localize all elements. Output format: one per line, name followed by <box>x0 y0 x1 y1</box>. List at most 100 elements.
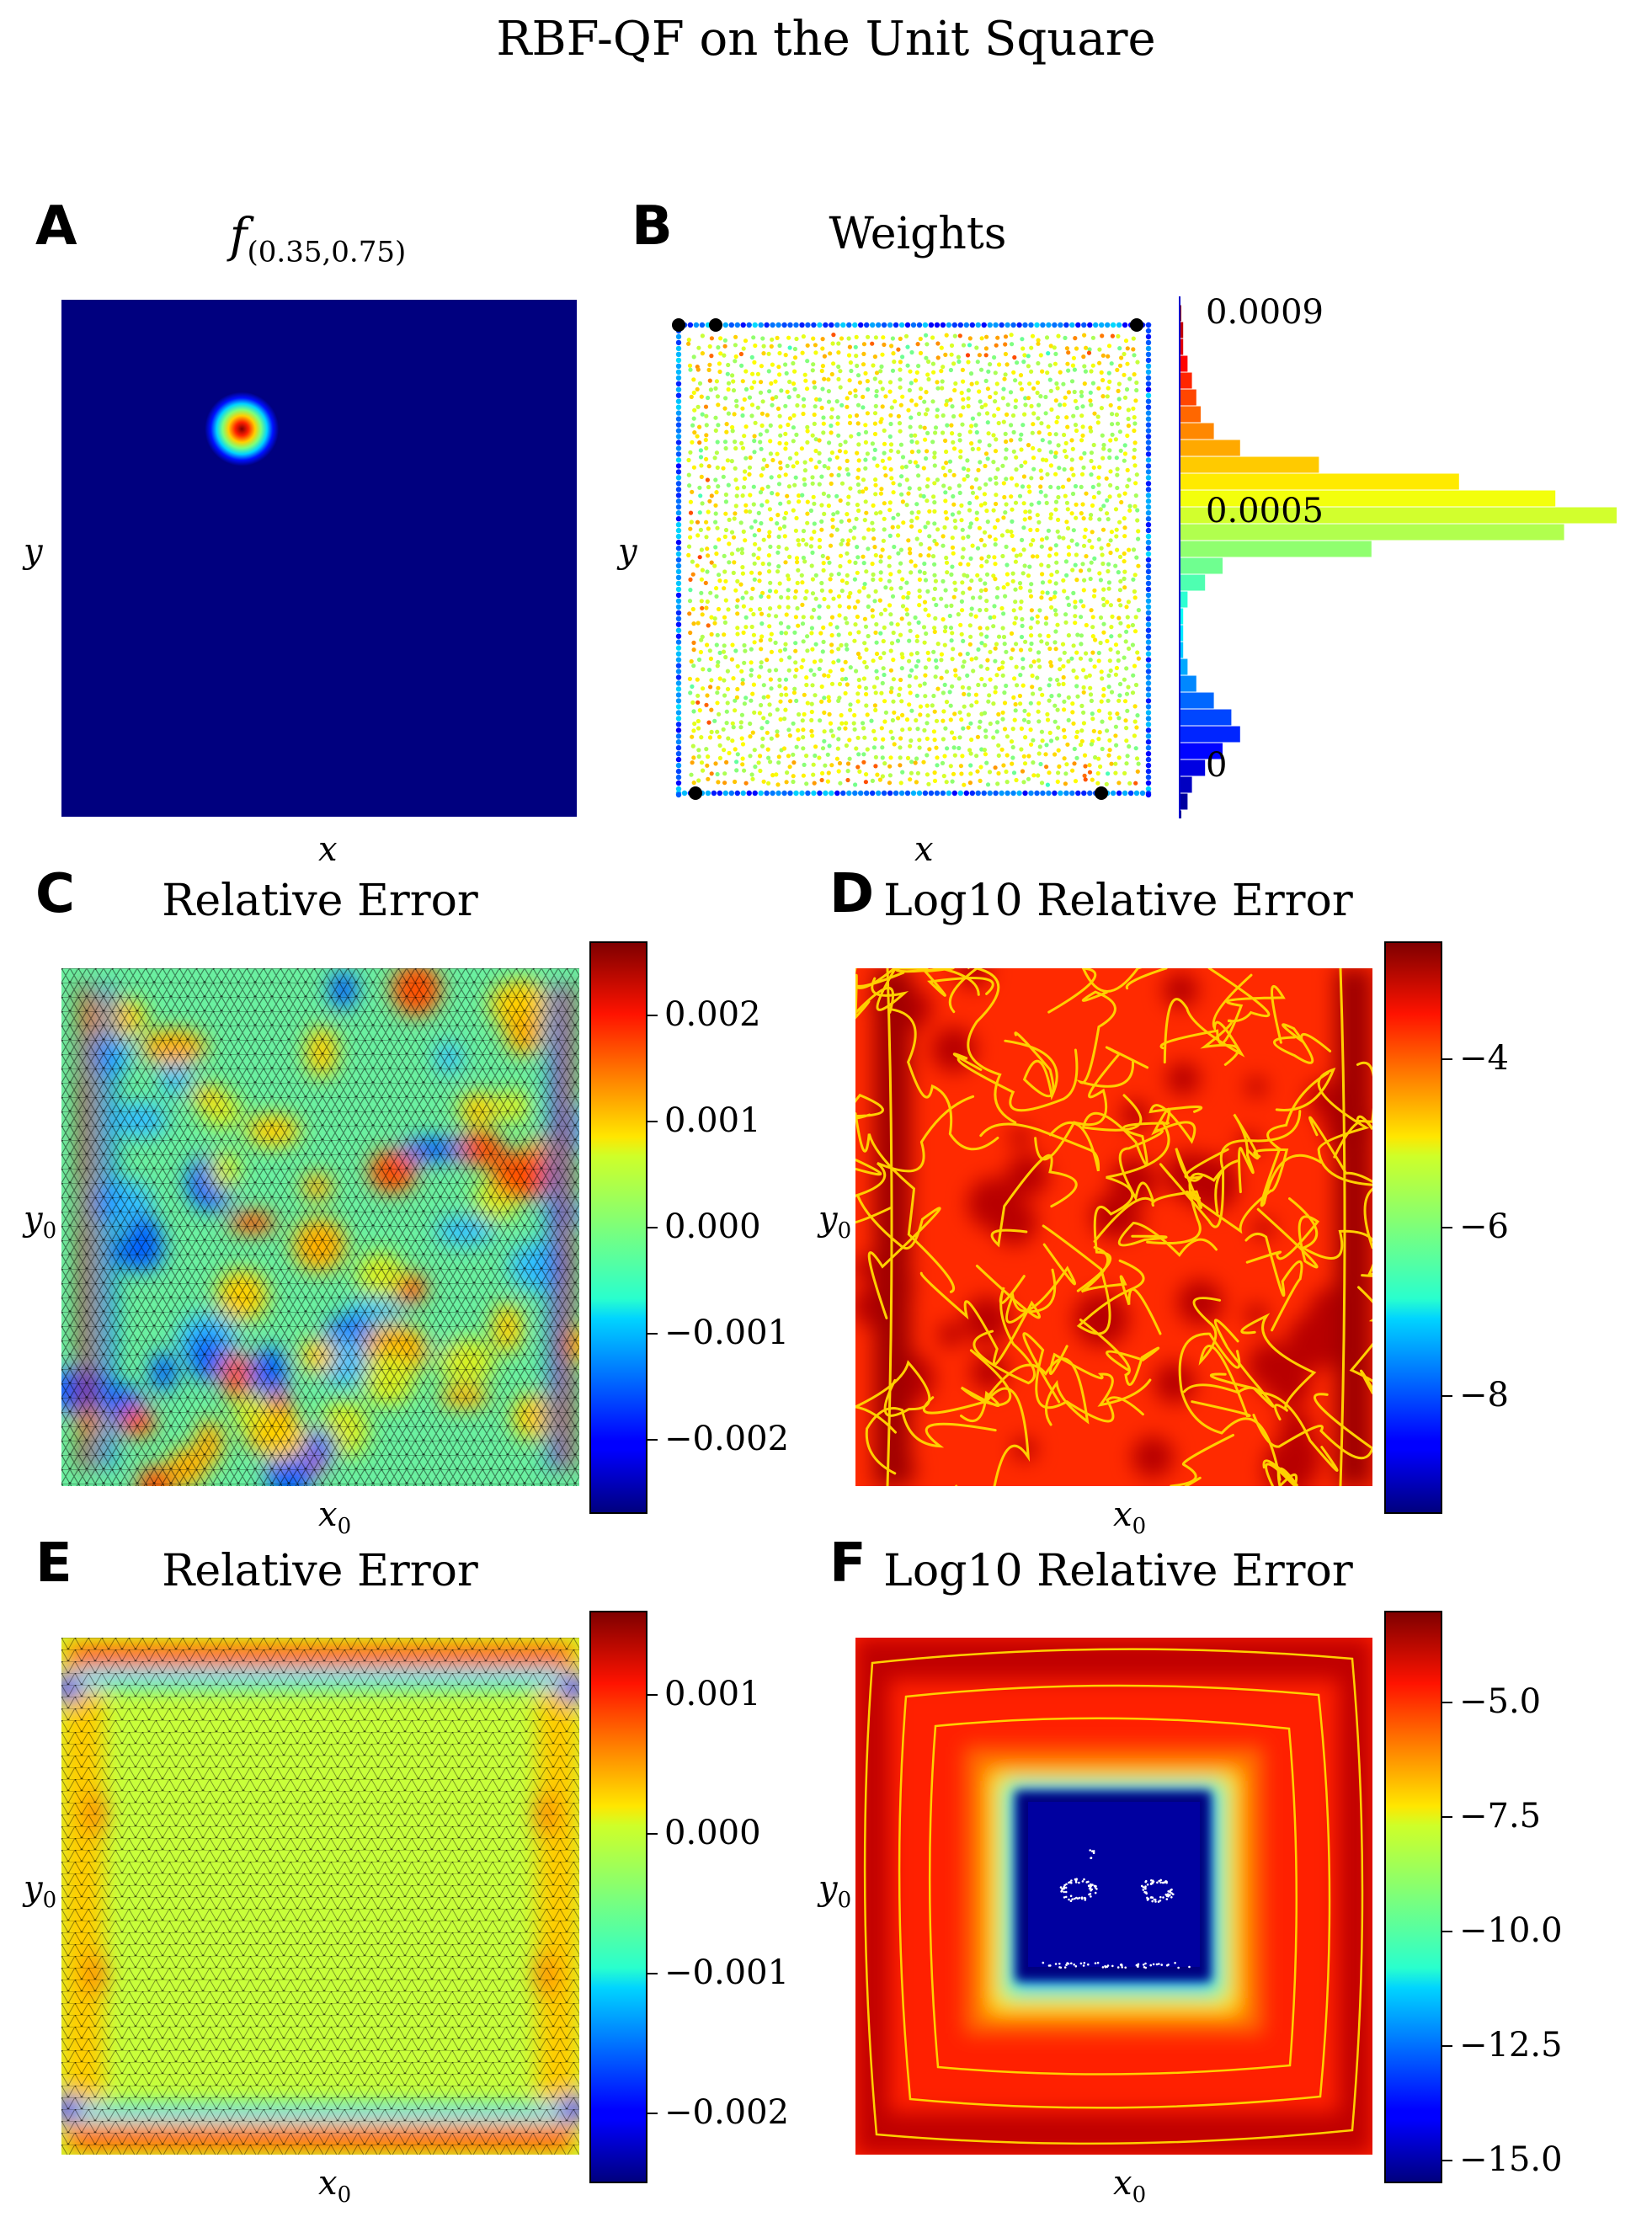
boundary-point <box>675 680 682 686</box>
weight-point <box>1035 620 1040 625</box>
weight-point <box>784 370 789 376</box>
weight-point <box>775 406 781 411</box>
weight-point <box>864 569 869 574</box>
weight-point <box>1114 665 1119 670</box>
histogram-bar <box>1179 507 1617 524</box>
weight-point <box>1131 673 1136 678</box>
weight-point <box>791 425 796 430</box>
weight-point <box>993 525 998 530</box>
weight-point <box>724 709 729 714</box>
weight-point <box>871 728 877 733</box>
weight-point <box>714 450 719 456</box>
weight-point <box>988 615 993 621</box>
boundary-point <box>916 322 923 328</box>
weight-point <box>805 424 810 429</box>
weight-point <box>835 421 840 426</box>
weight-point <box>743 424 749 429</box>
colorbar-tick-mark <box>1442 1227 1452 1228</box>
weight-point <box>947 468 952 473</box>
weight-point <box>1052 719 1058 724</box>
weight-point <box>1005 582 1010 587</box>
weight-point <box>1066 717 1071 722</box>
weight-point <box>801 639 806 644</box>
weight-point <box>993 537 998 542</box>
weight-point <box>1099 370 1104 375</box>
weight-point <box>686 457 691 463</box>
weight-point <box>813 385 818 390</box>
weight-point <box>1100 552 1105 557</box>
boundary-point <box>675 557 682 563</box>
weight-point <box>704 445 709 450</box>
weight-point <box>1096 658 1101 663</box>
weight-point <box>756 528 762 533</box>
boundary-point <box>1052 790 1058 797</box>
weight-point <box>1081 543 1087 548</box>
weight-point <box>768 451 773 456</box>
weight-point <box>1124 761 1129 766</box>
boundary-point <box>675 704 682 710</box>
weight-point <box>826 504 831 509</box>
weight-point <box>930 440 935 445</box>
weight-point <box>874 621 879 627</box>
weight-point <box>1095 420 1100 425</box>
boundary-point <box>675 428 682 434</box>
weight-point <box>878 655 883 660</box>
weight-point <box>752 360 757 365</box>
weight-point <box>853 622 858 627</box>
weight-point <box>1023 396 1028 401</box>
weight-point <box>896 347 901 352</box>
weight-point <box>830 517 835 522</box>
weight-point <box>905 595 910 600</box>
weight-point <box>985 666 990 671</box>
weight-point <box>796 538 801 543</box>
boundary-point <box>1145 475 1152 481</box>
weight-point <box>1069 511 1074 516</box>
weight-point <box>774 395 779 400</box>
weight-point <box>934 658 939 663</box>
boundary-point <box>1116 322 1122 328</box>
weight-point <box>1101 693 1106 698</box>
weight-point <box>707 735 713 740</box>
weight-point <box>871 577 876 582</box>
boundary-point <box>1145 762 1152 769</box>
speck <box>1111 1964 1114 1968</box>
weight-point <box>993 391 999 396</box>
weight-point <box>722 693 727 698</box>
boundary-point <box>1145 386 1152 392</box>
weight-point <box>993 577 998 582</box>
speck <box>1078 1896 1081 1900</box>
weight-point <box>704 456 709 461</box>
weight-point <box>692 408 697 413</box>
panel-e-colorbar <box>589 1611 647 2183</box>
weight-point <box>896 525 901 530</box>
weight-point <box>1100 527 1106 532</box>
weight-point <box>991 624 996 629</box>
weight-point <box>970 416 975 421</box>
weight-point <box>898 336 903 341</box>
weight-point <box>1062 432 1067 438</box>
panel-b-tick-1: 0.0005 <box>1206 492 1324 530</box>
boundary-point <box>675 369 682 375</box>
weight-point <box>819 474 824 479</box>
weight-point <box>1132 455 1137 460</box>
speck <box>1159 1878 1162 1882</box>
weight-point <box>1000 626 1005 631</box>
weight-point <box>974 345 979 350</box>
weight-point <box>691 465 696 470</box>
weight-point <box>1053 398 1058 403</box>
weight-point <box>731 570 736 575</box>
weight-point <box>809 728 814 733</box>
contour-curve <box>1240 1313 1317 1421</box>
weight-point <box>1029 633 1034 638</box>
weight-point <box>952 387 957 393</box>
weight-point <box>983 378 989 383</box>
weight-point <box>1122 372 1127 377</box>
weight-point <box>769 381 774 386</box>
weight-point <box>794 451 799 456</box>
weight-point <box>914 675 919 680</box>
weight-point <box>1026 484 1031 489</box>
weight-point <box>1001 611 1006 616</box>
boundary-point <box>805 790 811 797</box>
weight-point <box>708 685 713 690</box>
weight-point <box>1036 430 1042 435</box>
